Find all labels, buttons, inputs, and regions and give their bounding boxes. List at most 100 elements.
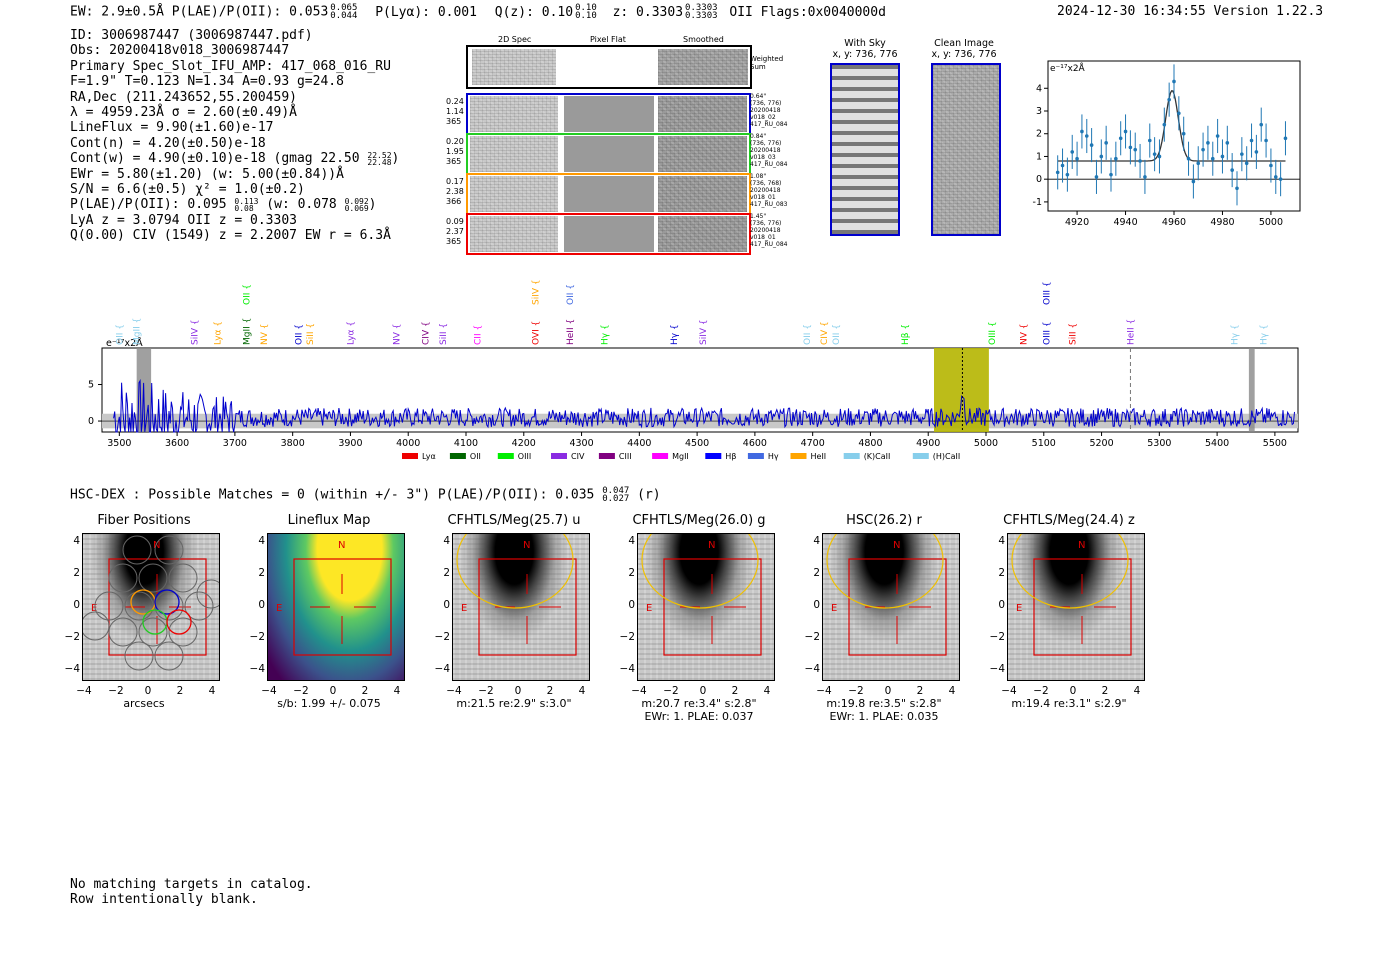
footer-line-2: Row intentionally blank. (70, 892, 258, 907)
spectrum-line-label: Hγ { (670, 324, 680, 345)
spec2d-col-header-1: Pixel Flat (590, 35, 626, 44)
spectrum-legend-swatch (497, 453, 514, 459)
weighted-sum-panel (466, 45, 752, 89)
cutout-x-tick: 4 (949, 685, 956, 697)
fit-data-point (1094, 175, 1099, 179)
fit-y-tick-label: 4 (1036, 83, 1042, 94)
spec2d-row-pixel-flat (564, 216, 654, 252)
fiber-circle (196, 579, 219, 609)
spectrum-line-label: OIII { (1043, 281, 1053, 305)
fit-data-point (1215, 134, 1220, 138)
fiber-circle (154, 641, 184, 671)
spectrum-y-tick-label: 5 (88, 380, 94, 391)
spectrum-legend-swatch (551, 453, 567, 459)
fit-data-point (1196, 161, 1201, 166)
cutout-x-tick: 4 (1134, 685, 1141, 697)
fit-unit-label: e⁻¹⁷x2Å (1050, 62, 1086, 74)
spectrum-line-label: OII { (803, 324, 813, 345)
info-fiber: F=1.9" T=0.123 N=1.34 A=0.93 g=24.8 (70, 74, 344, 90)
spectrum-line-label: NV { (1020, 324, 1030, 345)
cutout-y-tick: 2 (628, 567, 635, 579)
cutout-x-tick: −2 (478, 685, 493, 697)
cutout-east-label: E (831, 603, 837, 614)
fit-data-point (1172, 79, 1176, 84)
fit-data-point (1114, 156, 1118, 161)
cutout-aperture-box (1033, 558, 1132, 656)
fit-x-tick-label: 4960 (1162, 217, 1186, 228)
fit-x-tick-label: 4940 (1113, 217, 1137, 228)
info-primary: Primary Spec_Slot_IFU_AMP: 417_068_016_R… (70, 58, 391, 74)
fit-data-point (1070, 150, 1075, 154)
cutout-title: Fiber Positions (97, 513, 191, 528)
fit-data-point (1128, 145, 1133, 150)
spectrum-x-tick-label: 4600 (743, 438, 767, 449)
cutout-y-tick: 2 (813, 567, 820, 579)
spectrum-legend-label: OII (470, 452, 481, 461)
spectrum-line-label: SiII { (1069, 323, 1079, 345)
spec2d-col-header-2: Smoothed (683, 35, 724, 44)
fit-data-point (1099, 154, 1104, 159)
cutout-aperture-box (663, 558, 762, 656)
spectrum-line-label: NV { (393, 324, 403, 345)
spec2d-row-left-label: 0.09 2.37 365 (446, 217, 464, 246)
cutout-axes: −4 4 −2 2 0 0 2 −2 4 −4 (620, 535, 771, 697)
spectrum-x-tick-label: 5500 (1263, 438, 1287, 449)
fit-y-tick-label: -1 (1033, 197, 1042, 208)
spectrum-line-label: Lyα { (214, 321, 224, 345)
fiber-circle-blue (154, 589, 180, 615)
fit-model-curve (1057, 90, 1286, 162)
info-sn: S/N = 6.6(±0.5) χ² = 1.0(±0.2) (70, 182, 305, 198)
fit-data-point (1162, 122, 1167, 127)
cutout-x-tick: 4 (209, 685, 216, 697)
spectrum-x-tick-label: 3900 (338, 438, 362, 449)
weighted-2d-spec (472, 49, 556, 85)
fiber-circle (108, 617, 138, 647)
cutout-x-tick: −4 (631, 685, 647, 697)
header-z: z: 0.3303 (612, 4, 684, 20)
cutout-x-tick: 0 (1070, 685, 1077, 697)
spec2d-row-pixel-flat (564, 96, 654, 132)
spectrum-line-label: Hγ { (1230, 324, 1240, 345)
fit-data-point (1138, 159, 1142, 163)
spectrum-x-tick-label: 3700 (223, 438, 247, 449)
cutout-title: CFHTLS/Meg(25.7) u (447, 513, 581, 528)
header-z-tail: OII Flags:0x0040000d (729, 4, 886, 20)
cutout-y-tick: −2 (435, 631, 450, 643)
fit-data-point (1273, 175, 1278, 179)
spec2d-row-2d (470, 176, 558, 212)
footer: No matching targets in catalog. Row inte… (70, 877, 313, 907)
fit-data-point (1133, 147, 1138, 152)
fit-data-point (1278, 177, 1283, 181)
spec2d-row-pixel-flat (564, 136, 654, 172)
spectrum-line-label: OVI { (531, 321, 541, 345)
spectrum-line-label: SiIV { (699, 319, 709, 345)
cutout-y-tick: 0 (628, 599, 635, 611)
fiber-circle (138, 617, 168, 647)
spectrum-legend-label: CIV (571, 452, 585, 461)
cutout-aperture-box (478, 558, 577, 656)
cutout-caption-2: EWr: 1. PLAE: 0.035 (829, 710, 939, 723)
cutout-x-tick: −2 (108, 685, 123, 697)
fit-x-tick-label: 4980 (1210, 217, 1234, 228)
fit-data-point (1167, 97, 1171, 102)
cutout-y-tick: −2 (250, 631, 265, 643)
spectrum-x-tick-label: 4500 (685, 438, 709, 449)
header-version: Version 1.22.3 (1213, 4, 1324, 19)
spectrum-x-tick-label: 4800 (858, 438, 882, 449)
cutout-axes: −4 4 −2 2 0 0 2 −2 4 −4 (435, 535, 586, 697)
cutout-y-tick: −2 (65, 631, 80, 643)
fit-data-point (1191, 179, 1196, 184)
fit-data-point (1104, 141, 1108, 145)
fit-data-point (1201, 147, 1205, 152)
fit-data-point (1123, 129, 1128, 134)
cutout-y-tick: 0 (73, 599, 80, 611)
spectrum-x-tick-label: 4400 (627, 438, 651, 449)
spectrum-line-label: HeII { (566, 319, 576, 345)
line-fit-chart: e⁻¹⁷x2Å 4920 4940 4960 4980 5000 -1 0 1 2 3 4 (1033, 60, 1301, 228)
fit-data-point (1118, 136, 1123, 141)
spectrum-legend-label: CIII (619, 452, 632, 461)
cutout-x-tick: −2 (293, 685, 308, 697)
